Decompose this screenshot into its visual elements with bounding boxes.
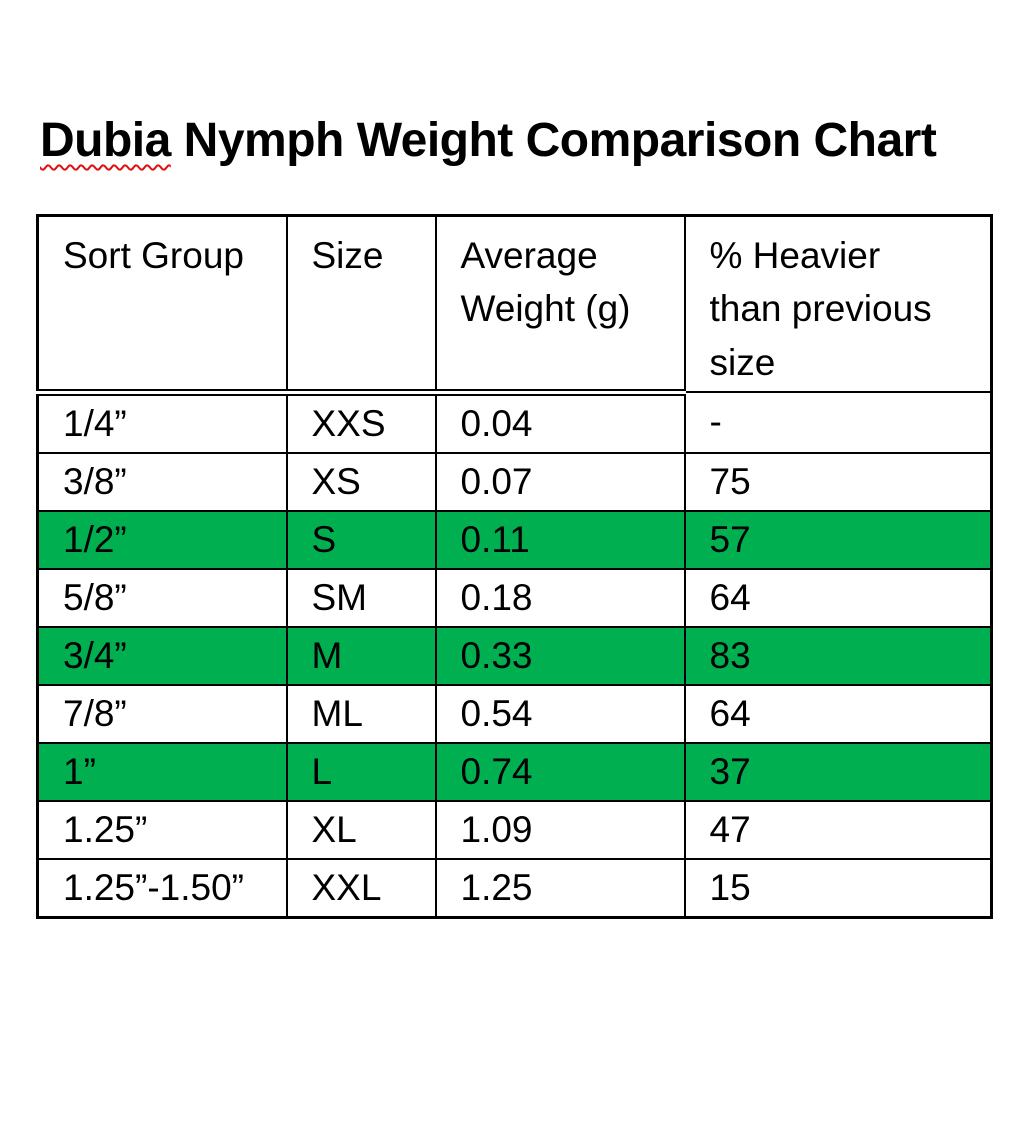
cell-sort-group: 7/8”: [36, 683, 288, 744]
cell-average-weight: 1.09: [434, 799, 686, 860]
cell-sort-group: 3/4”: [36, 625, 288, 686]
cell-pct-heavier: 15: [683, 857, 993, 919]
header-size: Size: [285, 214, 437, 396]
table-row: 3/4” M 0.33 83: [36, 625, 993, 686]
cell-pct-heavier: -: [683, 391, 993, 454]
cell-pct-heavier: 64: [683, 683, 993, 744]
cell-average-weight: 0.33: [434, 625, 686, 686]
table-row: 7/8” ML 0.54 64: [36, 683, 993, 744]
cell-average-weight: 0.07: [434, 451, 686, 512]
cell-size: XL: [285, 799, 437, 860]
table-row: 1” L 0.74 37: [36, 741, 993, 802]
cell-sort-group: 5/8”: [36, 567, 288, 628]
table-row: 1/4” XXS 0.04 -: [36, 391, 993, 454]
cell-average-weight: 0.11: [434, 509, 686, 570]
cell-size: XXL: [285, 857, 437, 919]
cell-sort-group: 3/8”: [36, 451, 288, 512]
cell-size: M: [285, 625, 437, 686]
header-sort-group: Sort Group: [36, 214, 288, 396]
cell-sort-group: 1/2”: [36, 509, 288, 570]
table-row: 5/8” SM 0.18 64: [36, 567, 993, 628]
table-body: 1/4” XXS 0.04 - 3/8” XS 0.07 75 1/2” S 0…: [36, 391, 993, 919]
table-row: 3/8” XS 0.07 75: [36, 451, 993, 512]
cell-pct-heavier: 37: [683, 741, 993, 802]
cell-sort-group: 1.25”-1.50”: [36, 857, 288, 919]
cell-pct-heavier: 83: [683, 625, 993, 686]
table-row: 1.25”-1.50” XXL 1.25 15: [36, 857, 993, 919]
header-row: Sort Group Size Average Weight (g) % Hea…: [36, 214, 993, 396]
cell-average-weight: 0.54: [434, 683, 686, 744]
cell-size: SM: [285, 567, 437, 628]
cell-size: L: [285, 741, 437, 802]
cell-pct-heavier: 75: [683, 451, 993, 512]
header-pct-heavier: % Heavier than previous size: [683, 214, 993, 394]
table-row: 1.25” XL 1.09 47: [36, 799, 993, 860]
cell-size: XXS: [285, 391, 437, 454]
cell-average-weight: 0.74: [434, 741, 686, 802]
title-misspelled-word: Dubia: [40, 114, 171, 167]
cell-pct-heavier: 47: [683, 799, 993, 860]
cell-size: ML: [285, 683, 437, 744]
cell-average-weight: 0.18: [434, 567, 686, 628]
cell-size: XS: [285, 451, 437, 512]
cell-average-weight: 1.25: [434, 857, 686, 919]
cell-pct-heavier: 57: [683, 509, 993, 570]
weight-comparison-table: Sort Group Size Average Weight (g) % Hea…: [36, 213, 993, 919]
cell-sort-group: 1.25”: [36, 799, 288, 860]
page-title: Dubia Nymph Weight Comparison Chart: [40, 112, 1024, 170]
cell-average-weight: 0.04: [434, 391, 686, 454]
cell-size: S: [285, 509, 437, 570]
cell-sort-group: 1/4”: [36, 391, 288, 454]
cell-sort-group: 1”: [36, 741, 288, 802]
table-row: 1/2” S 0.11 57: [36, 509, 993, 570]
header-average-weight: Average Weight (g): [434, 214, 686, 396]
cell-pct-heavier: 64: [683, 567, 993, 628]
title-rest: Nymph Weight Comparison Chart: [170, 114, 937, 167]
table-header: Sort Group Size Average Weight (g) % Hea…: [36, 214, 993, 396]
